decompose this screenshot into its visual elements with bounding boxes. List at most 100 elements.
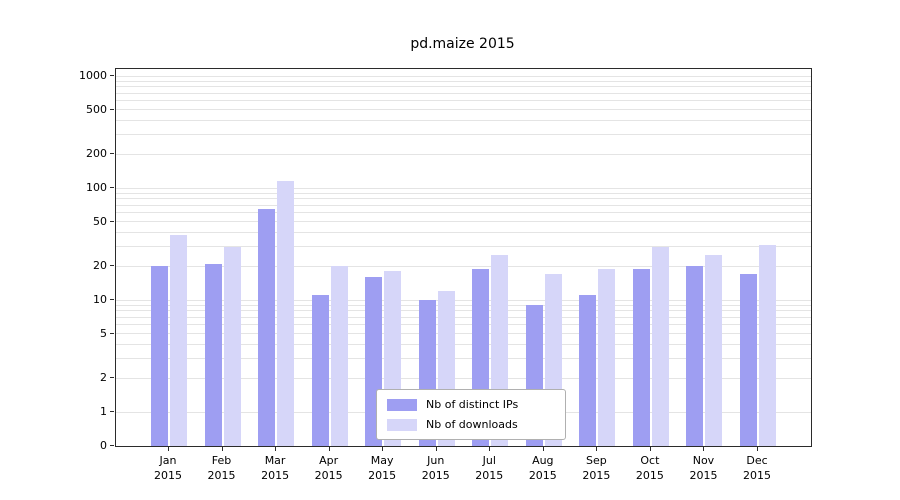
gridline [116, 221, 811, 223]
legend-swatch-distinct-ips [387, 398, 417, 411]
bar-nb-of-downloads-sep [598, 268, 616, 446]
gridline [116, 333, 811, 335]
gridline [116, 109, 811, 111]
x-tick-mark [649, 447, 651, 451]
gridline [116, 304, 811, 306]
y-tick-mark [110, 377, 114, 379]
y-tick-mark [110, 445, 114, 446]
legend-swatch-downloads [387, 418, 417, 431]
y-tick-mark [110, 108, 114, 110]
x-tick-mark [275, 447, 277, 451]
bar-nb-of-downloads-dec [759, 244, 776, 446]
gridline [116, 344, 811, 346]
legend-item: Nb of distinct IPs [387, 398, 555, 411]
bar-nb-of-distinct-ips-mar [258, 208, 276, 446]
y-tick-mark [110, 187, 114, 188]
gridline [116, 212, 811, 214]
y-tick-label: 0 [100, 439, 107, 452]
y-tick-mark [110, 299, 114, 300]
y-tick-mark [110, 153, 114, 155]
bar-nb-of-distinct-ips-sep [579, 295, 597, 446]
y-tick-label: 200 [86, 147, 107, 161]
bar-nb-of-downloads-jan [170, 235, 187, 446]
bar-nb-of-distinct-ips-feb [204, 263, 222, 446]
y-tick-label: 100 [86, 181, 107, 194]
gridline [116, 153, 811, 155]
gridline [116, 75, 811, 77]
gridline [116, 358, 811, 360]
y-tick-label: 20 [93, 259, 107, 273]
bar-nb-of-downloads-nov [705, 255, 723, 446]
x-tick-mark [703, 447, 705, 451]
x-tick-label: Oct 2015 [635, 454, 664, 482]
y-tick-mark [110, 265, 114, 267]
y-tick-label: 5 [100, 326, 107, 340]
gridline [116, 246, 811, 248]
x-tick-mark [542, 447, 544, 451]
x-tick-label: Jan 2015 [154, 454, 182, 482]
gridline [116, 265, 811, 267]
x-tick-mark [757, 447, 758, 451]
bar-nb-of-downloads-mar [277, 181, 295, 446]
x-tick-label: Feb 2015 [207, 454, 236, 482]
x-tick-mark [435, 447, 437, 451]
bar-nb-of-distinct-ips-dec [740, 274, 757, 446]
x-tick-mark [489, 447, 491, 451]
gridline [116, 187, 811, 189]
chart-layers [116, 69, 811, 446]
bar-nb-of-distinct-ips-jan [151, 266, 168, 446]
legend: Nb of distinct IPs Nb of downloads [376, 389, 566, 440]
y-tick-label: 500 [86, 102, 107, 116]
gridline [116, 232, 811, 234]
x-tick-label: Nov 2015 [689, 454, 718, 482]
chart-title: pd.maize 2015 [410, 36, 515, 52]
gridline [116, 80, 811, 82]
x-tick-label: Apr 2015 [314, 454, 343, 482]
gridline [116, 377, 811, 379]
gridline [116, 86, 811, 88]
y-tick-mark [110, 75, 114, 76]
bar-nb-of-distinct-ips-oct [632, 268, 650, 446]
legend-label-downloads: Nb of downloads [426, 418, 518, 431]
x-tick-mark [221, 447, 223, 451]
gridline [116, 204, 811, 206]
x-tick-label: Jul 2015 [475, 454, 504, 482]
bar-nb-of-distinct-ips-nov [686, 266, 704, 446]
gridline [116, 100, 811, 102]
gridline [116, 120, 811, 122]
legend-label-distinct-ips: Nb of distinct IPs [426, 398, 519, 411]
bar-nb-of-downloads-feb [223, 246, 241, 446]
gridline [116, 134, 811, 136]
y-tick-mark [110, 220, 114, 222]
legend-item: Nb of downloads [387, 418, 555, 431]
y-tick-label: 1000 [79, 69, 107, 82]
gridline [116, 192, 811, 194]
y-tick-label: 1 [100, 405, 107, 418]
x-tick-mark [328, 447, 330, 451]
x-tick-label: Mar 2015 [261, 454, 290, 482]
bar-nb-of-downloads-oct [651, 246, 669, 446]
x-tick-mark [382, 447, 384, 451]
y-tick-label: 2 [100, 371, 107, 385]
gridline [116, 310, 811, 312]
x-tick-label: Sep 2015 [582, 454, 611, 482]
bar-nb-of-distinct-ips-apr [311, 295, 329, 446]
gridline [116, 316, 811, 318]
x-tick-label: Dec 2015 [743, 454, 771, 482]
bar-nb-of-downloads-apr [330, 266, 348, 446]
x-tick-label: Jun 2015 [421, 454, 450, 482]
x-tick-mark [596, 447, 598, 451]
x-tick-label: May 2015 [368, 454, 397, 482]
x-tick-mark [168, 447, 169, 451]
gridline [116, 299, 811, 301]
y-tick-mark [110, 332, 114, 334]
y-tick-mark [110, 411, 114, 412]
gridline [116, 324, 811, 326]
y-tick-label: 50 [93, 214, 107, 228]
y-tick-label: 10 [93, 293, 107, 306]
x-tick-label: Aug 2015 [528, 454, 557, 482]
gridline [116, 198, 811, 200]
plot-area: Nb of distinct IPs Nb of downloads [115, 68, 812, 447]
gridline [116, 92, 811, 94]
